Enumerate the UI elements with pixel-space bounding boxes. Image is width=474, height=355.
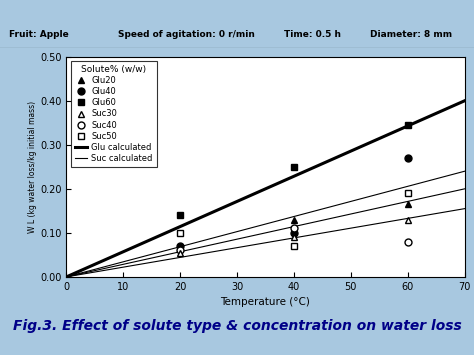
Text: Time: 0.5 h: Time: 0.5 h xyxy=(284,30,341,39)
Y-axis label: W L (kg water loss/kg initial mass): W L (kg water loss/kg initial mass) xyxy=(28,101,37,233)
Text: Speed of agitation: 0 r/min: Speed of agitation: 0 r/min xyxy=(118,30,255,39)
Text: Fig.3. Effect of solute type & concentration on water loss: Fig.3. Effect of solute type & concentra… xyxy=(13,319,461,333)
Legend: Glu20, Glu40, Glu60, Suc30, Suc40, Suc50, Glu calculated, Suc calculated: Glu20, Glu40, Glu60, Suc30, Suc40, Suc50… xyxy=(71,61,157,167)
X-axis label: Temperature (°C): Temperature (°C) xyxy=(220,297,310,307)
Text: Diameter: 8 mm: Diameter: 8 mm xyxy=(370,30,452,39)
Text: Fruit: Apple: Fruit: Apple xyxy=(9,30,69,39)
